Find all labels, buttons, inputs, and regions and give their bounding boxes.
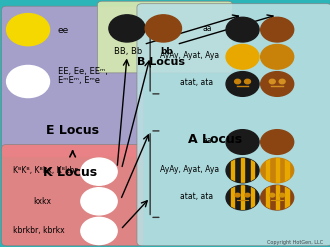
- Circle shape: [261, 158, 294, 183]
- Text: AyAy, Ayat, Aya: AyAy, Ayat, Aya: [160, 165, 219, 174]
- Bar: [251, 158, 254, 183]
- Circle shape: [261, 185, 294, 210]
- Circle shape: [226, 158, 259, 183]
- Text: K Locus: K Locus: [43, 166, 97, 179]
- Text: Copyright HotGen, LLC: Copyright HotGen, LLC: [267, 240, 323, 245]
- Bar: [285, 185, 289, 210]
- Circle shape: [245, 79, 250, 84]
- Circle shape: [261, 158, 294, 183]
- Circle shape: [226, 72, 259, 96]
- Text: BB, Bb: BB, Bb: [114, 47, 142, 56]
- Circle shape: [226, 185, 259, 210]
- Text: KᴮKᴮ, Kᴮkx, Kᴮkbr: KᴮKᴮ, Kᴮkx, Kᴮkbr: [13, 166, 78, 175]
- FancyBboxPatch shape: [2, 144, 144, 246]
- Text: bb: bb: [160, 47, 173, 56]
- Text: kxkx: kxkx: [33, 197, 51, 206]
- Text: kbrkbr, kbrkx: kbrkbr, kbrkx: [13, 226, 65, 235]
- Circle shape: [226, 17, 259, 42]
- Text: EE, Ee, EEᵐ,: EE, Ee, EEᵐ,: [58, 67, 108, 76]
- Circle shape: [235, 79, 241, 84]
- Bar: [266, 185, 269, 210]
- Circle shape: [81, 188, 117, 215]
- Circle shape: [145, 15, 182, 42]
- FancyBboxPatch shape: [137, 4, 330, 246]
- Circle shape: [109, 15, 145, 42]
- Circle shape: [245, 193, 250, 197]
- Circle shape: [235, 193, 240, 197]
- Circle shape: [226, 185, 259, 210]
- Circle shape: [261, 158, 294, 183]
- Bar: [266, 158, 269, 183]
- Circle shape: [261, 185, 294, 210]
- Circle shape: [226, 158, 259, 183]
- Circle shape: [226, 185, 259, 210]
- Text: ee: ee: [58, 26, 69, 35]
- Text: aa: aa: [203, 136, 213, 145]
- Bar: [285, 158, 289, 183]
- Circle shape: [81, 217, 117, 245]
- Circle shape: [279, 79, 285, 84]
- Text: AyAy, Ayat, Aya: AyAy, Ayat, Aya: [160, 51, 219, 60]
- Bar: [241, 185, 244, 210]
- Circle shape: [261, 185, 294, 210]
- Circle shape: [7, 14, 50, 46]
- Circle shape: [261, 185, 294, 210]
- Text: B Locus: B Locus: [137, 57, 185, 67]
- Text: atat, ata: atat, ata: [180, 192, 213, 201]
- Circle shape: [261, 185, 294, 210]
- Circle shape: [261, 158, 294, 183]
- Circle shape: [280, 193, 284, 197]
- Circle shape: [226, 185, 259, 210]
- Text: EᵐEᵐ, Eᵐe: EᵐEᵐ, Eᵐe: [58, 76, 100, 85]
- Bar: [276, 158, 279, 183]
- Circle shape: [270, 193, 275, 197]
- Circle shape: [261, 44, 294, 69]
- Circle shape: [261, 17, 294, 42]
- Text: atat, ata: atat, ata: [180, 78, 213, 87]
- Circle shape: [226, 158, 259, 183]
- Circle shape: [226, 130, 259, 154]
- Text: E Locus: E Locus: [46, 124, 99, 137]
- Circle shape: [7, 65, 50, 98]
- Bar: [231, 185, 234, 210]
- FancyBboxPatch shape: [97, 1, 233, 73]
- Circle shape: [226, 44, 259, 69]
- Circle shape: [269, 79, 275, 84]
- Circle shape: [261, 72, 294, 96]
- FancyBboxPatch shape: [2, 6, 144, 157]
- Circle shape: [226, 158, 259, 183]
- Circle shape: [261, 158, 294, 183]
- Bar: [276, 185, 279, 210]
- Circle shape: [261, 130, 294, 154]
- Bar: [241, 158, 244, 183]
- Text: aa: aa: [203, 24, 213, 33]
- Bar: [231, 158, 234, 183]
- Circle shape: [226, 185, 259, 210]
- Text: A Locus: A Locus: [188, 133, 242, 146]
- Bar: [251, 185, 254, 210]
- Circle shape: [226, 158, 259, 183]
- Circle shape: [81, 158, 117, 185]
